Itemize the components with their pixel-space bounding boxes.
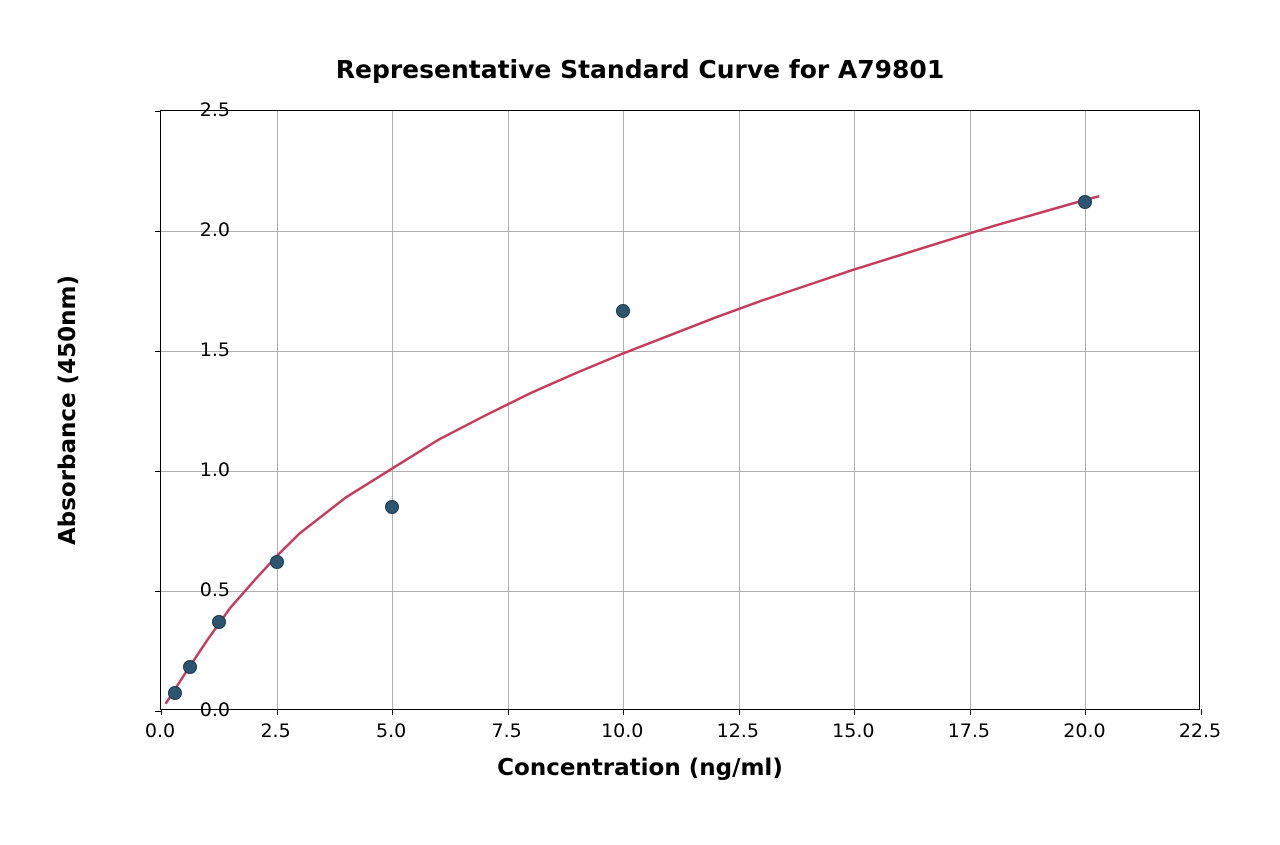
chart-container [160,110,1200,710]
y-tick-mark [155,351,161,352]
y-tick-mark [155,711,161,712]
y-axis-label: Absorbance (450nm) [55,275,81,545]
data-point [212,615,226,629]
x-tick-label: 2.5 [260,720,290,742]
y-tick-mark [155,591,161,592]
x-tick-label: 17.5 [948,720,990,742]
x-tick-mark [161,709,162,715]
data-point [183,660,197,674]
x-tick-label: 12.5 [717,720,759,742]
x-tick-mark [1201,709,1202,715]
x-tick-mark [854,709,855,715]
y-tick-mark [155,111,161,112]
x-tick-label: 15.0 [832,720,874,742]
y-tick-label: 1.5 [200,339,230,361]
x-tick-label: 22.5 [1179,720,1221,742]
x-tick-mark [1085,709,1086,715]
data-point [616,304,630,318]
x-axis-label: Concentration (ng/ml) [0,755,1280,781]
y-tick-label: 2.5 [200,99,230,121]
curve-svg [161,111,1199,709]
x-tick-mark [277,709,278,715]
x-tick-label: 5.0 [376,720,406,742]
y-tick-mark [155,231,161,232]
fitted-curve [166,196,1100,704]
y-tick-label: 0.0 [200,699,230,721]
plot-area [160,110,1200,710]
y-tick-label: 0.5 [200,579,230,601]
y-tick-mark [155,471,161,472]
x-tick-mark [623,709,624,715]
x-tick-mark [508,709,509,715]
chart-title: Representative Standard Curve for A79801 [0,55,1280,84]
data-point [270,555,284,569]
data-point [168,686,182,700]
x-tick-mark [739,709,740,715]
x-tick-label: 7.5 [492,720,522,742]
data-point [1078,195,1092,209]
x-tick-label: 20.0 [1063,720,1105,742]
y-tick-label: 2.0 [200,219,230,241]
x-tick-label: 0.0 [145,720,175,742]
x-tick-label: 10.0 [601,720,643,742]
x-tick-mark [392,709,393,715]
data-point [385,500,399,514]
y-tick-label: 1.0 [200,459,230,481]
x-tick-mark [970,709,971,715]
